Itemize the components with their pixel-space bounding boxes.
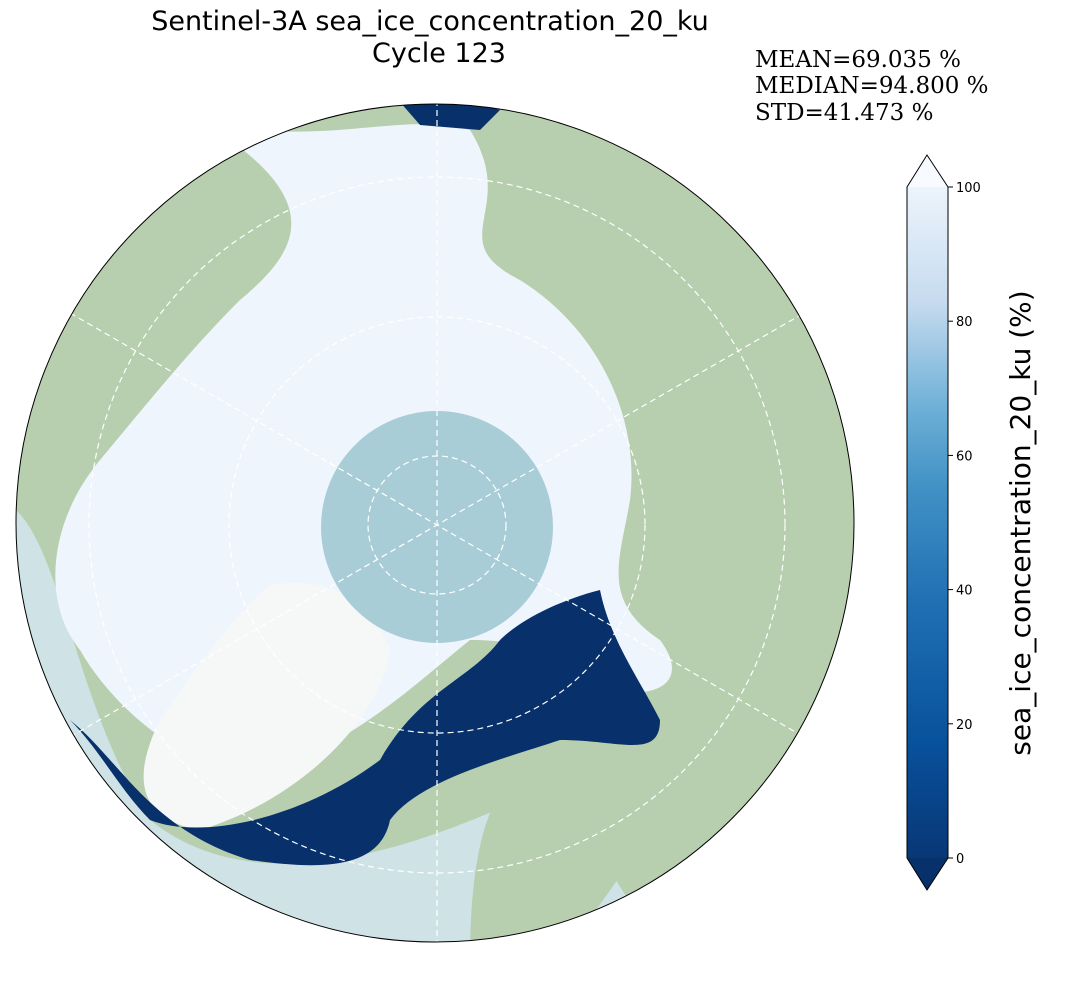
- colorbar: [906, 154, 949, 891]
- map-title: Sentinel-3A sea_ice_concentration_20_ku: [151, 6, 709, 37]
- graticule: [69, 104, 805, 942]
- stat-text: MEAN=69.035 %: [755, 47, 961, 73]
- stat-text: STD=41.473 %: [755, 100, 933, 126]
- colorbar-tick-label: 20: [956, 718, 973, 733]
- stat-text: MEDIAN=94.800 %: [755, 73, 989, 99]
- map-subtitle: Cycle 123: [372, 38, 506, 69]
- land: [470, 759, 660, 942]
- map-frame: [15, 103, 855, 943]
- greenland: [143, 582, 390, 830]
- colorbar-tick-label: 60: [956, 449, 973, 464]
- colorbar-label: sea_ice_concentration_20_ku (%): [1004, 290, 1037, 755]
- colorbar-extend: [907, 858, 948, 890]
- colorbar-tick-label: 80: [956, 315, 973, 330]
- colorbar-tick-label: 40: [956, 584, 973, 599]
- open-water: [70, 590, 660, 866]
- colorbar-extend: [907, 155, 948, 187]
- open-water: [400, 104, 500, 130]
- colorbar-fill: [907, 155, 948, 890]
- colorbar-tick-label: 100: [956, 181, 981, 196]
- colorbar-tick-label: 0: [956, 852, 964, 867]
- map: [16, 104, 854, 942]
- pole-hole: [321, 411, 553, 643]
